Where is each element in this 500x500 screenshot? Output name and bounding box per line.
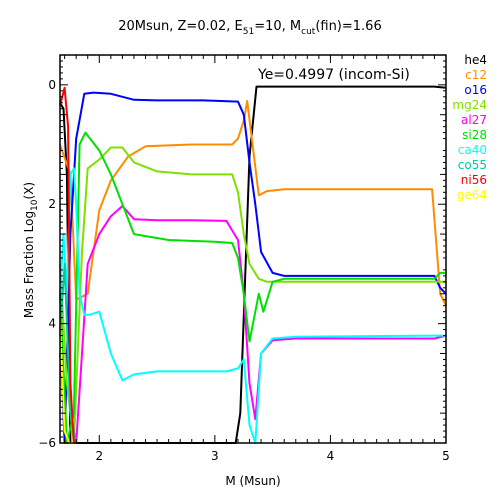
- y-axis-label-suffix: (X): [22, 182, 36, 200]
- y-tick-label: 4: [48, 317, 56, 331]
- legend-item-o16: o16: [464, 83, 487, 97]
- series-line-ni56: [59, 86, 75, 444]
- series-line-he4: [59, 85, 447, 444]
- legend-item-he4: he4: [464, 53, 487, 67]
- series-line-o16: [59, 91, 447, 444]
- legend-item-al27: al27: [461, 113, 487, 127]
- y-axis-label: Mass Fraction Log10(X): [22, 182, 40, 318]
- y-axis-label-prefix: Mass Fraction Log: [22, 211, 36, 318]
- series-line-si28: [59, 131, 446, 444]
- series-line-al27: [59, 205, 447, 444]
- legend-item-co55: co55: [458, 158, 487, 172]
- plot-area: 2 3 4 5 0 2 4 −6: [38, 54, 450, 463]
- x-tick-label: 4: [327, 449, 335, 463]
- legend-item-si28: si28: [462, 128, 487, 142]
- legend-item-ca40: ca40: [458, 143, 487, 157]
- x-tick-label: 5: [442, 449, 450, 463]
- chart-title-e-subscript: 51: [243, 27, 254, 37]
- series-lines: [59, 85, 447, 444]
- x-axis-label: M (Msun): [225, 474, 280, 488]
- x-tick-label: 2: [95, 449, 103, 463]
- series-line-ca40: [59, 167, 446, 444]
- chart-title-m-subscript: cut: [301, 27, 316, 37]
- y-tick-label: −6: [38, 436, 56, 450]
- ye-annotation: Ye=0.4997 (incom-Si): [257, 67, 410, 83]
- y-tick-label: 2: [48, 197, 56, 211]
- y-tick-label: 0: [48, 78, 56, 92]
- series-line-mg24: [59, 146, 446, 444]
- legend-item-ge64: ge64: [457, 188, 487, 202]
- legend-item-c12: c12: [465, 68, 487, 82]
- chart-title: 20Msun, Z=0.02, E51=10, Mcut(fin)=1.66: [118, 19, 381, 37]
- chart-title-suffix: (fin)=1.66: [315, 19, 381, 34]
- y-axis-label-subscript: 10: [30, 199, 40, 211]
- legend-item-ni56: ni56: [461, 173, 487, 187]
- plot-frame: [59, 54, 447, 444]
- series-line-c12: [59, 100, 447, 307]
- chart-title-mid: =10, M: [254, 19, 301, 34]
- legend-item-mg24: mg24: [452, 98, 487, 112]
- chart-title-prefix: 20Msun, Z=0.02, E: [118, 19, 243, 34]
- x-tick-label: 3: [211, 449, 219, 463]
